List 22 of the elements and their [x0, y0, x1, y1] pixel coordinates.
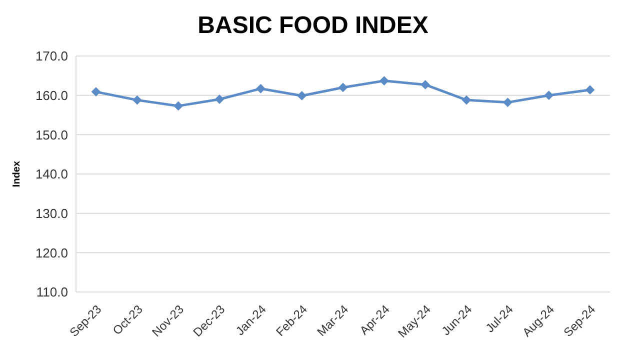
chart-title: BASIC FOOD INDEX	[196, 11, 430, 41]
point	[297, 91, 306, 100]
point	[420, 80, 430, 90]
y-tick-label: 160.0	[35, 88, 68, 103]
point	[92, 87, 100, 96]
point	[174, 101, 183, 110]
point	[503, 98, 512, 107]
point	[256, 84, 266, 94]
point	[215, 94, 224, 104]
point	[462, 96, 471, 105]
point	[586, 85, 594, 94]
y-tick-label: 170.0	[35, 48, 68, 64]
y-axis-title: Index	[12, 160, 23, 188]
point	[544, 90, 554, 100]
y-tick-label: 110.0	[36, 284, 68, 300]
y-tick-label: 130.0	[35, 206, 68, 221]
point	[380, 76, 389, 86]
y-tick-label: 140.0	[35, 166, 68, 182]
point	[132, 96, 142, 105]
point	[338, 82, 348, 92]
y-tick-label: 120.0	[35, 245, 68, 260]
y-tick-label: 150.0	[35, 127, 68, 142]
